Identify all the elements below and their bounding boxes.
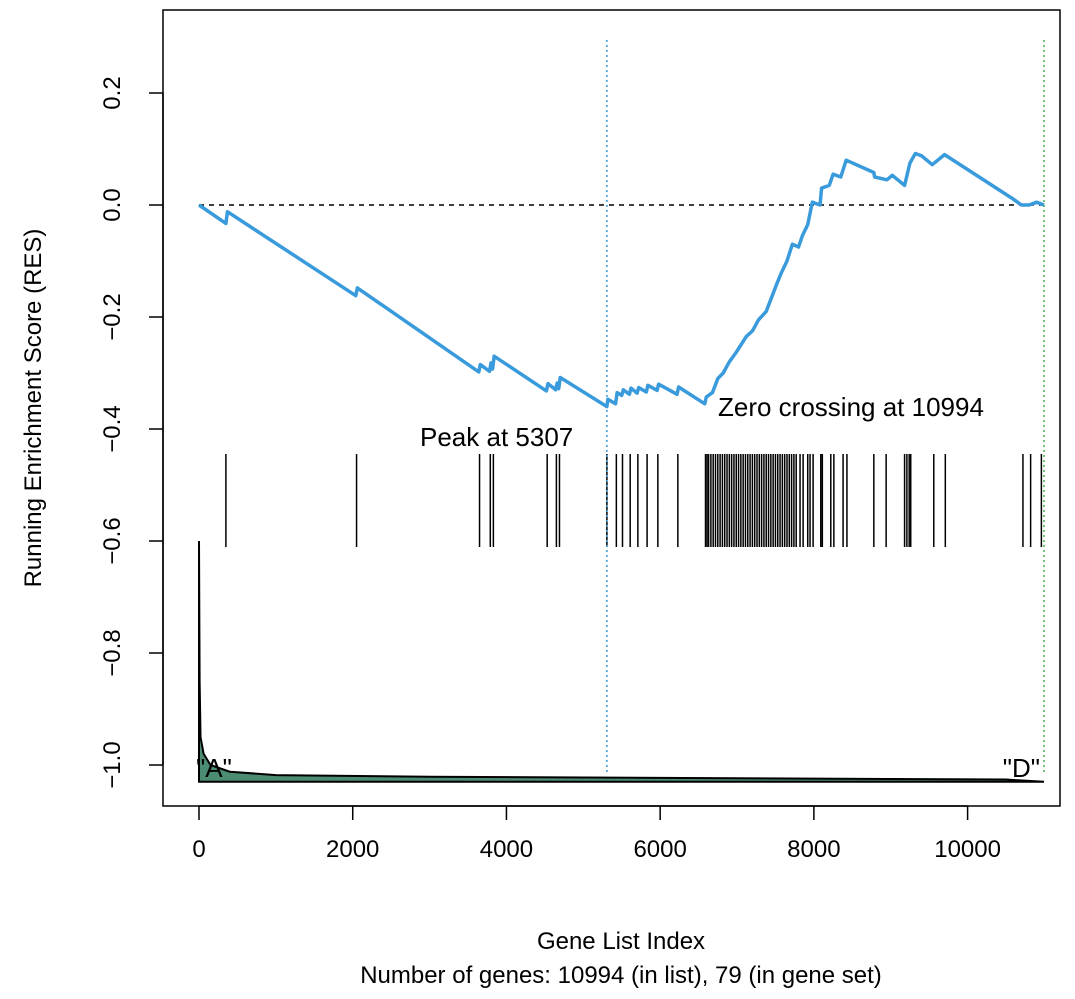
y-tick-label: 0.0 xyxy=(99,188,126,221)
zero-crossing-annotation: Zero crossing at 10994 xyxy=(718,392,984,422)
peak-annotation: Peak at 5307 xyxy=(420,422,573,452)
y-tick-label: −1.0 xyxy=(99,741,126,788)
x-tick-label: 8000 xyxy=(787,836,840,863)
y-tick-label: −0.2 xyxy=(99,293,126,340)
res-line xyxy=(198,151,1045,409)
right-end-label: "D" xyxy=(1003,753,1040,783)
x-tick-label: 10000 xyxy=(934,836,1001,863)
x-tick-label: 4000 xyxy=(480,836,533,863)
y-tick-label: −0.4 xyxy=(99,405,126,452)
x-tick-label: 6000 xyxy=(633,836,686,863)
left-end-label: "A" xyxy=(196,753,232,783)
y-tick-label: −0.8 xyxy=(99,629,126,676)
axes-layer: 0 2000 4000 6000 8000 10000 0.2 0.0 −0.2 −0.4 −0.6… xyxy=(99,76,1001,863)
ranked-metric-layer xyxy=(198,540,1045,783)
x-tick-label: 2000 xyxy=(326,836,379,863)
x-axis-title: Gene List Index xyxy=(537,928,705,955)
y-axis-title: Running Enrichment Score (RES) xyxy=(20,229,47,588)
y-tick-label: 0.2 xyxy=(99,76,126,109)
ranked-metric-area xyxy=(198,540,1045,783)
chart-subtitle: Number of genes: 10994 (in list), 79 (in… xyxy=(360,962,882,989)
y-tick-label: −0.6 xyxy=(99,517,126,564)
res-line-layer xyxy=(198,151,1045,409)
x-tick-label: 0 xyxy=(192,836,205,863)
hit-ticks-layer xyxy=(225,454,1043,547)
